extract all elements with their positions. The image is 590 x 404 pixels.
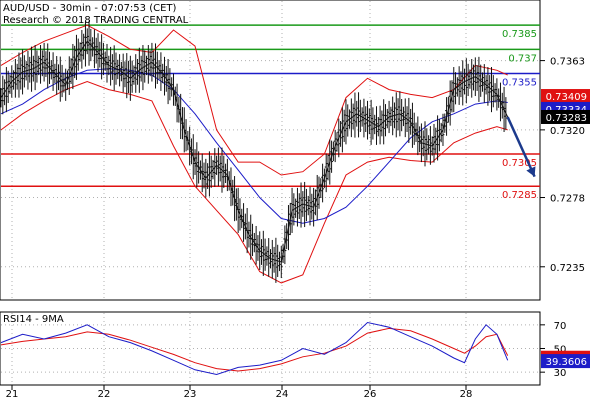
- rsi-panel-title: RSI14 - 9MA: [3, 314, 64, 325]
- price-line: [0, 40, 509, 263]
- price-panel-frame: [0, 0, 541, 301]
- forecast-arrow-line: [506, 116, 536, 178]
- rsi-tick-label: 70: [554, 321, 567, 332]
- rsi-markers: 42.215939.3606: [541, 350, 590, 369]
- forecast-arrow-head: [526, 166, 536, 177]
- price-box-label: 0.73409: [546, 92, 587, 103]
- bollinger-bands: [0, 24, 508, 284]
- level-label: 0.7305: [502, 158, 537, 169]
- price-tick-label: 0.7363: [550, 57, 585, 68]
- chart-research: Research © 2018 TRADING CENTRAL: [3, 15, 189, 26]
- rsi-box: [541, 354, 590, 369]
- price-y-axis: 0.7363 0.7320 0.7278 0.7235: [540, 57, 585, 274]
- level-label: 0.737: [508, 53, 537, 64]
- forecast-arrow: [506, 116, 536, 178]
- price-tick-label: 0.7235: [550, 263, 585, 274]
- upper-band-line: [0, 24, 508, 176]
- level-label: 0.7385: [502, 29, 537, 40]
- price-box-label: 0.73283: [546, 113, 587, 124]
- x-tick-label: 26: [364, 389, 377, 400]
- rsi-box-label: 39.3606: [546, 357, 587, 368]
- moving-average-line: [0, 68, 508, 224]
- price-series: [0, 20, 509, 283]
- price-tick-label: 0.7278: [550, 194, 585, 205]
- x-tick-label: 23: [184, 389, 197, 400]
- level-label: 0.7355: [502, 77, 537, 88]
- x-tick-label: 24: [276, 389, 289, 400]
- lower-band-line: [0, 80, 508, 284]
- rsi-ma-line: [0, 327, 509, 372]
- x-tick-label: 22: [98, 389, 111, 400]
- x-axis: 21 22 23 24 26 28: [6, 385, 473, 400]
- price-box: [541, 109, 590, 124]
- x-tick-label: 21: [6, 389, 19, 400]
- chart-title: AUD/USD - 30min - 07:07:53 (CET): [3, 3, 177, 14]
- x-tick-label: 28: [460, 389, 473, 400]
- rsi-line: [0, 321, 509, 376]
- rsi-tick-label: 50: [554, 345, 567, 356]
- rsi-y-axis: 70 50 30: [540, 321, 566, 379]
- rsi-series: [0, 321, 509, 376]
- price-tick-label: 0.7320: [550, 126, 585, 137]
- price-box: [541, 89, 590, 104]
- rsi-tick-label: 30: [554, 368, 567, 379]
- level-label: 0.7285: [502, 190, 537, 201]
